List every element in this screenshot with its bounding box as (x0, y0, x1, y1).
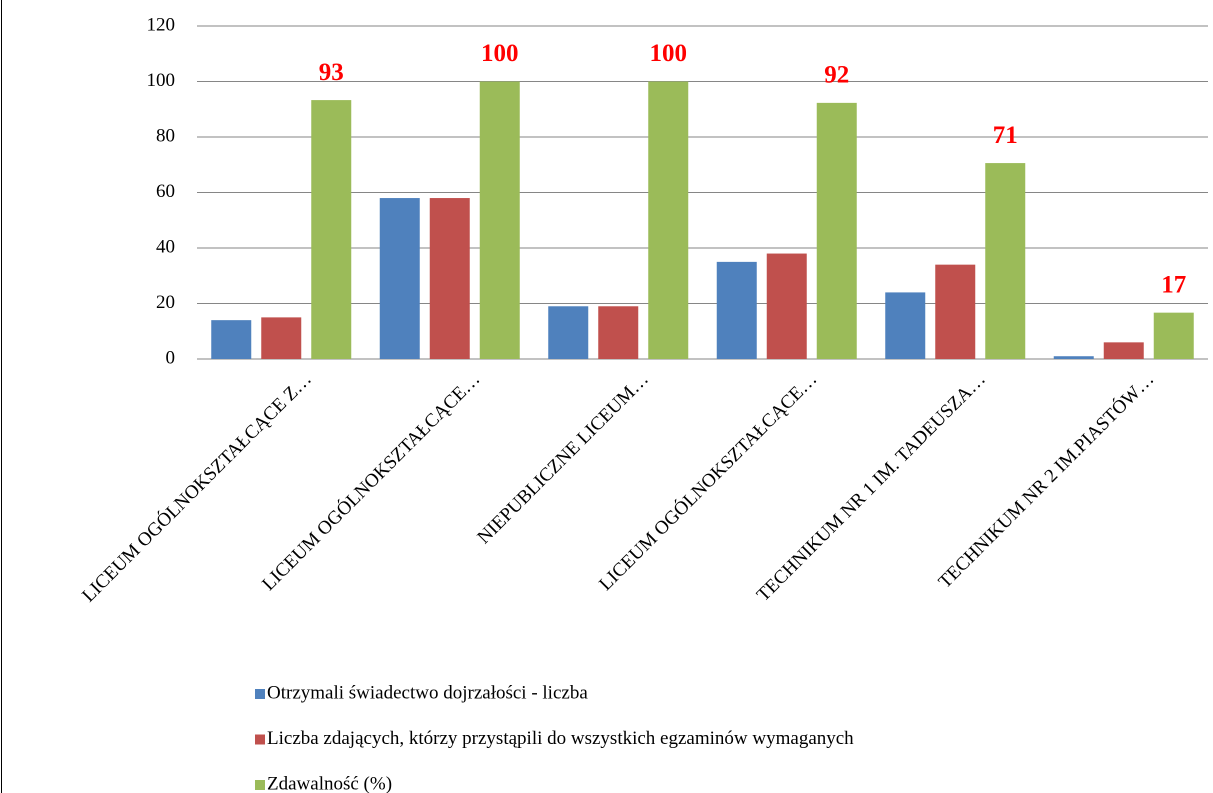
y-tick-label: 80 (156, 125, 175, 146)
bar (1053, 356, 1094, 359)
bar (548, 306, 589, 359)
y-tick-label: 100 (147, 70, 176, 91)
data-label: 100 (481, 40, 519, 67)
y-tick-label: 120 (147, 14, 176, 35)
bar (379, 198, 420, 359)
legend-label: Zdawalność (%) (267, 773, 392, 793)
bar (985, 163, 1026, 359)
bar (885, 292, 926, 359)
legend-swatch (255, 689, 265, 699)
bar (648, 81, 689, 359)
data-label: 71 (993, 122, 1018, 149)
bar (816, 102, 857, 360)
bar (311, 100, 352, 359)
bar (598, 306, 639, 359)
bar (1103, 342, 1144, 359)
y-tick-label: 40 (156, 236, 175, 257)
data-label: 92 (824, 62, 849, 89)
bar (479, 81, 520, 359)
bar (716, 261, 757, 359)
bar (211, 320, 252, 359)
y-tick-label: 20 (156, 292, 175, 313)
bar (766, 253, 807, 359)
bar (935, 264, 976, 359)
data-label: 17 (1161, 271, 1186, 298)
legend-swatch (255, 780, 265, 790)
bar (261, 317, 302, 359)
data-label: 100 (650, 40, 688, 67)
y-tick-label: 0 (166, 347, 176, 368)
data-label: 93 (319, 59, 344, 86)
bar (1153, 312, 1194, 359)
x-tick-label: NIEPUBLICZNE LICEUM… (473, 369, 652, 548)
y-tick-label: 60 (156, 181, 175, 202)
legend-swatch (255, 734, 265, 745)
legend-label: Otrzymali świadectwo dojrzałości - liczb… (267, 682, 588, 703)
bar (429, 198, 470, 359)
legend-label: Liczba zdających, którzy przystąpili do … (267, 728, 854, 749)
